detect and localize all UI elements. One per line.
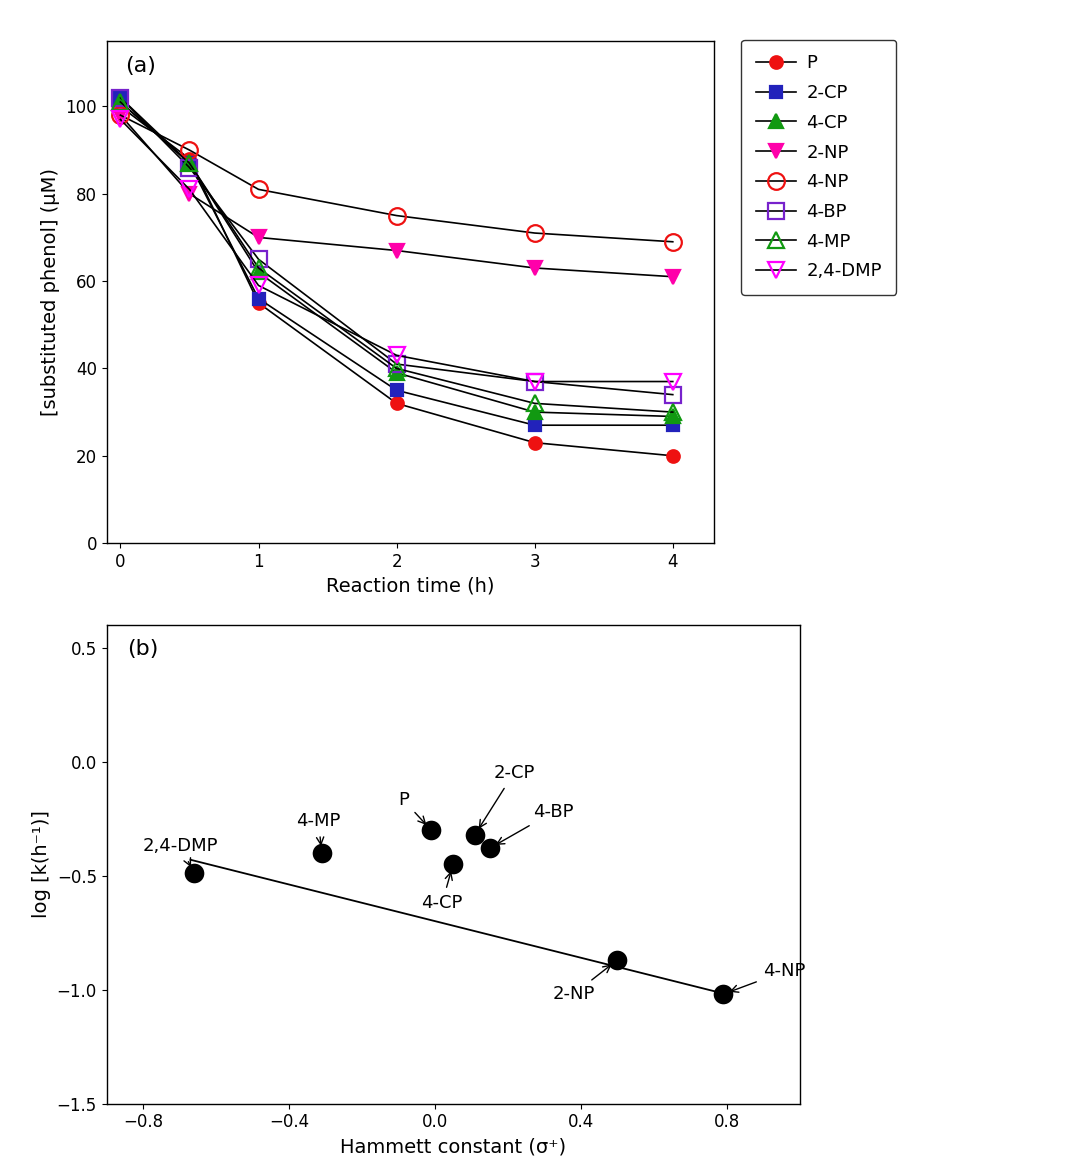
Text: (a): (a): [125, 56, 156, 76]
Point: [481, 839, 498, 857]
4-NP: [390, 209, 403, 223]
Text: 2,4-DMP: 2,4-DMP: [143, 837, 219, 865]
P: [183, 152, 196, 166]
P: [666, 449, 679, 463]
2-NP: [114, 109, 127, 123]
4-MP: [252, 260, 264, 274]
2-CP: [390, 383, 403, 397]
2,4-DMP: [114, 112, 127, 126]
Line: 2-CP: 2-CP: [114, 91, 679, 431]
2,4-DMP: [252, 278, 264, 292]
Point: [313, 843, 330, 862]
P: [529, 436, 542, 450]
Text: 4-BP: 4-BP: [497, 802, 574, 844]
4-BP: [183, 160, 196, 174]
4-CP: [183, 157, 196, 171]
2-CP: [114, 91, 127, 105]
Y-axis label: [substituted phenol] (μM): [substituted phenol] (μM): [41, 168, 60, 416]
Text: 4-CP: 4-CP: [421, 872, 463, 912]
Text: P: P: [399, 792, 425, 823]
2-NP: [183, 187, 196, 201]
2-CP: [529, 418, 542, 432]
4-BP: [114, 91, 127, 105]
2-NP: [666, 270, 679, 284]
Line: 2,4-DMP: 2,4-DMP: [112, 111, 681, 390]
Text: 2-NP: 2-NP: [552, 965, 611, 1003]
4-MP: [529, 396, 542, 410]
Point: [467, 826, 484, 844]
4-MP: [666, 405, 679, 419]
2,4-DMP: [529, 375, 542, 389]
4-MP: [183, 157, 196, 171]
Line: 4-NP: 4-NP: [112, 106, 681, 250]
Legend: P, 2-CP, 4-CP, 2-NP, 4-NP, 4-BP, 4-MP, 2,4-DMP: P, 2-CP, 4-CP, 2-NP, 4-NP, 4-BP, 4-MP, 2…: [742, 40, 897, 294]
Line: 4-BP: 4-BP: [112, 89, 681, 403]
Line: 4-MP: 4-MP: [112, 93, 681, 420]
Text: 2-CP: 2-CP: [480, 764, 534, 827]
4-CP: [114, 95, 127, 109]
4-BP: [252, 252, 264, 266]
Y-axis label: log [k(h⁻¹)]: log [k(h⁻¹)]: [32, 811, 51, 918]
2-CP: [252, 292, 264, 306]
X-axis label: Reaction time (h): Reaction time (h): [326, 576, 495, 596]
Text: 4-MP: 4-MP: [296, 812, 341, 844]
Point: [714, 985, 731, 1003]
4-CP: [252, 265, 264, 279]
4-CP: [666, 410, 679, 424]
4-NP: [252, 182, 264, 196]
4-NP: [529, 227, 542, 241]
2-NP: [252, 230, 264, 244]
Line: P: P: [114, 100, 679, 463]
2-NP: [529, 260, 542, 274]
X-axis label: Hammett constant (σ⁺): Hammett constant (σ⁺): [340, 1136, 566, 1156]
4-MP: [390, 361, 403, 375]
Text: 4-NP: 4-NP: [731, 962, 806, 992]
Point: [445, 855, 462, 874]
4-BP: [529, 375, 542, 389]
2,4-DMP: [666, 375, 679, 389]
4-BP: [666, 388, 679, 402]
4-MP: [114, 95, 127, 109]
Point: [422, 821, 439, 840]
4-NP: [183, 142, 196, 157]
2-CP: [666, 418, 679, 432]
Point: [609, 951, 626, 969]
2,4-DMP: [390, 348, 403, 362]
2-CP: [183, 157, 196, 171]
Line: 4-CP: 4-CP: [113, 95, 680, 424]
2-NP: [390, 243, 403, 257]
4-NP: [114, 109, 127, 123]
Text: (b): (b): [128, 639, 159, 659]
P: [114, 99, 127, 113]
P: [390, 396, 403, 410]
4-NP: [666, 235, 679, 249]
P: [252, 296, 264, 310]
2,4-DMP: [183, 182, 196, 196]
4-CP: [529, 405, 542, 419]
4-CP: [390, 366, 403, 380]
Line: 2-NP: 2-NP: [113, 109, 680, 284]
Point: [185, 864, 203, 883]
4-BP: [390, 357, 403, 371]
